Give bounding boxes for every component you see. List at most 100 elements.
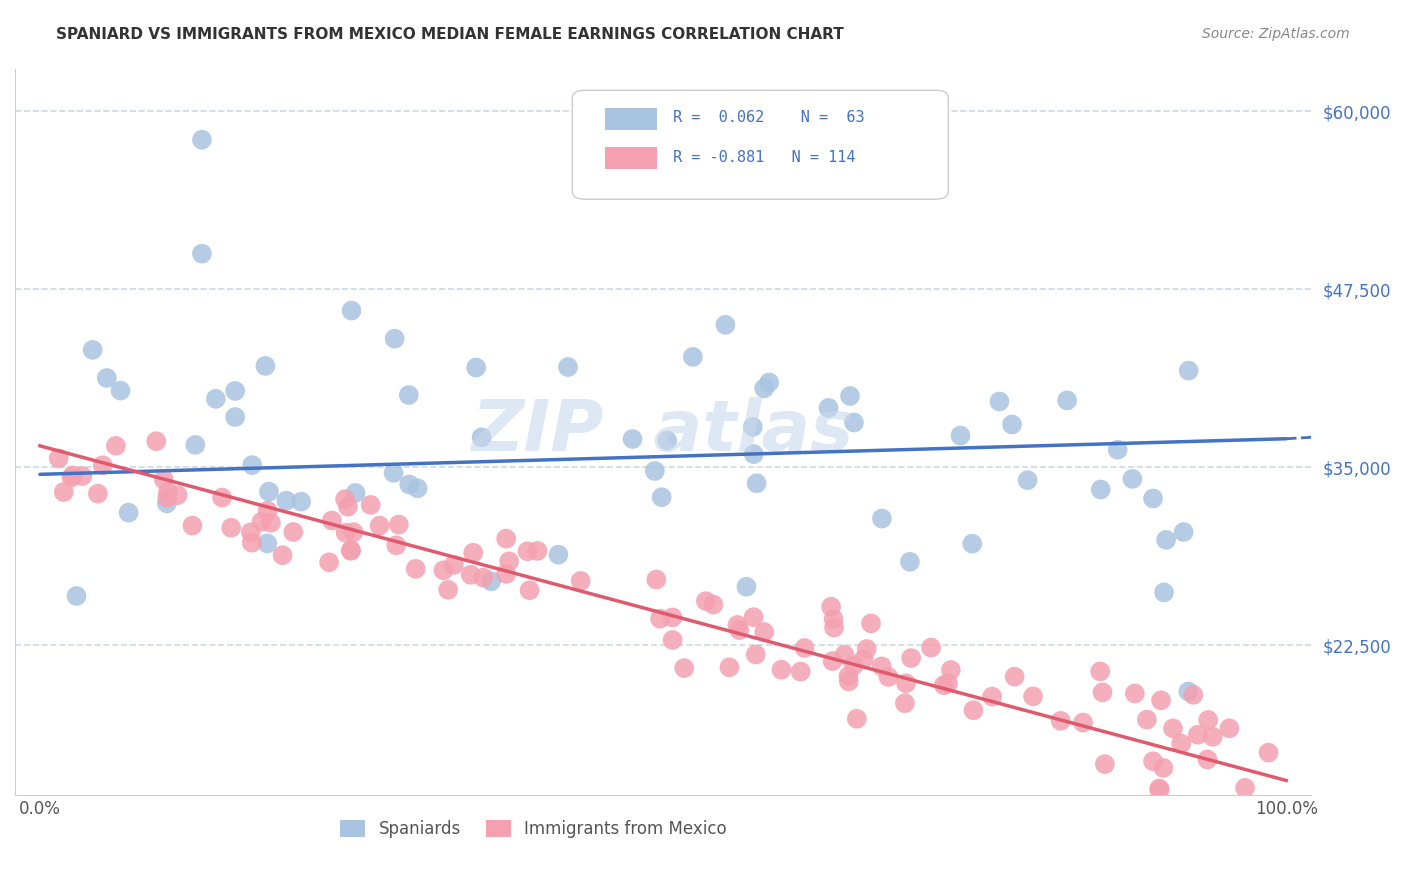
Point [336, 500, 359, 514]
Point [1152, 761, 1174, 775]
Point [104, 439, 127, 453]
Point [823, 612, 845, 626]
Point [655, 434, 678, 448]
Point [1056, 393, 1078, 408]
Point [725, 618, 748, 632]
Point [936, 676, 959, 690]
Point [735, 580, 758, 594]
Point [405, 562, 427, 576]
Legend: Spaniards, Immigrants from Mexico: Spaniards, Immigrants from Mexico [333, 813, 734, 845]
Point [1088, 665, 1111, 679]
Point [837, 669, 859, 683]
Point [276, 493, 298, 508]
Point [211, 491, 233, 505]
Point [877, 670, 900, 684]
Point [443, 558, 465, 572]
Text: R = -0.881   N = 114: R = -0.881 N = 114 [673, 150, 856, 165]
Point [181, 518, 204, 533]
Point [838, 674, 860, 689]
Point [240, 458, 263, 472]
Point [60, 470, 83, 484]
Point [191, 246, 214, 260]
Point [1182, 688, 1205, 702]
Point [752, 381, 775, 395]
Point [339, 543, 361, 558]
Point [250, 515, 273, 529]
Point [860, 616, 883, 631]
Point [962, 703, 984, 717]
Point [645, 573, 668, 587]
FancyBboxPatch shape [605, 109, 657, 130]
Point [219, 521, 242, 535]
Point [855, 642, 877, 657]
Point [385, 538, 408, 552]
Point [342, 525, 364, 540]
Point [526, 544, 548, 558]
Point [437, 582, 460, 597]
Point [1197, 752, 1219, 766]
Point [1153, 585, 1175, 599]
Point [870, 659, 893, 673]
Point [465, 360, 488, 375]
Point [1004, 670, 1026, 684]
Point [52, 485, 75, 500]
Point [793, 640, 815, 655]
Point [1049, 714, 1071, 728]
Point [817, 401, 839, 415]
Point [495, 532, 517, 546]
Point [516, 544, 538, 558]
Point [384, 332, 406, 346]
Point [382, 466, 405, 480]
Point [463, 546, 485, 560]
Point [72, 469, 94, 483]
Point [1197, 713, 1219, 727]
Point [240, 535, 263, 549]
Point [1071, 715, 1094, 730]
Point [718, 660, 741, 674]
Point [398, 388, 420, 402]
Point [1121, 472, 1143, 486]
Point [839, 389, 862, 403]
Point [156, 484, 179, 499]
Point [388, 517, 411, 532]
Point [682, 350, 704, 364]
Point [48, 451, 70, 466]
Point [1177, 684, 1199, 698]
Point [239, 525, 262, 540]
Point [1142, 491, 1164, 506]
Point [673, 661, 696, 675]
Point [1094, 757, 1116, 772]
Point [224, 410, 246, 425]
Point [1170, 737, 1192, 751]
Point [852, 652, 875, 666]
FancyBboxPatch shape [572, 90, 948, 199]
Point [960, 537, 983, 551]
Text: ZIP  atlas: ZIP atlas [472, 397, 855, 467]
Point [91, 458, 114, 473]
Point [333, 492, 356, 507]
Point [360, 498, 382, 512]
Point [256, 504, 278, 518]
Point [1230, 807, 1253, 822]
Point [340, 303, 363, 318]
Point [335, 525, 357, 540]
Point [661, 610, 683, 624]
Point [745, 648, 768, 662]
Point [728, 623, 751, 637]
Point [368, 518, 391, 533]
Point [145, 434, 167, 449]
Point [318, 555, 340, 569]
Point [96, 371, 118, 385]
Point [695, 594, 717, 608]
Point [648, 612, 671, 626]
Point [661, 632, 683, 647]
Point [1154, 533, 1177, 547]
Point [651, 490, 673, 504]
Point [471, 430, 494, 444]
Point [1107, 442, 1129, 457]
Point [770, 663, 793, 677]
Point [479, 574, 502, 589]
Point [569, 574, 592, 588]
Point [870, 511, 893, 525]
Point [344, 486, 367, 500]
